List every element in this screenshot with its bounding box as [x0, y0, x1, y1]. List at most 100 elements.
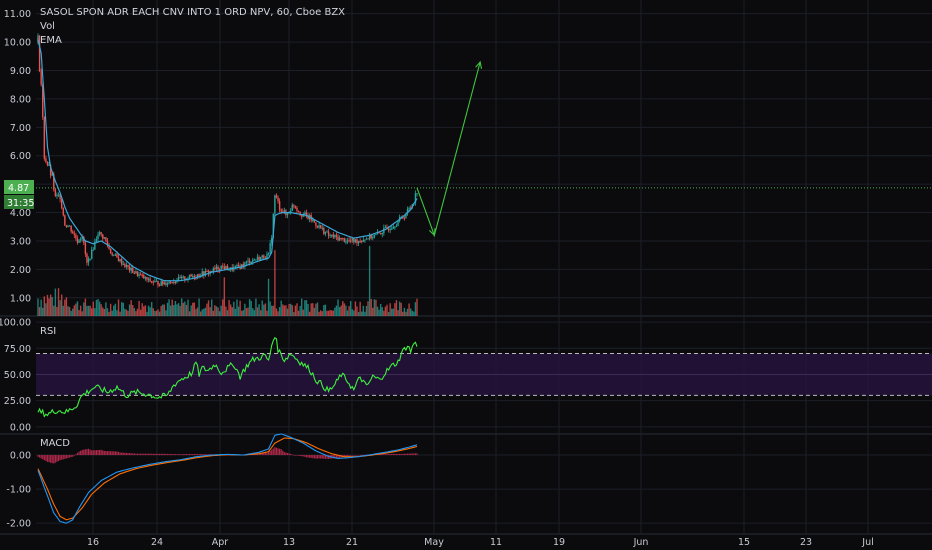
- candle-body: [132, 267, 134, 273]
- candle-body: [64, 215, 66, 226]
- volume-bar: [141, 303, 143, 316]
- candle-body: [62, 207, 64, 216]
- macd-histogram-bar: [144, 453, 146, 456]
- macd-histogram-bar: [351, 455, 353, 456]
- volume-bar: [236, 299, 238, 316]
- volume-bar: [408, 303, 410, 316]
- candle-body: [259, 257, 262, 261]
- projection-arrowhead: [428, 228, 436, 237]
- candle-body: [405, 213, 407, 219]
- price-y-tick-label: 2.00: [10, 265, 31, 276]
- volume-bar: [192, 302, 194, 316]
- rsi-y-tick-label: 100.00: [0, 318, 31, 329]
- macd-histogram-bar: [304, 455, 306, 457]
- rsi-panel[interactable]: [36, 336, 932, 418]
- candle-body: [277, 197, 279, 202]
- candle-body: [212, 268, 214, 272]
- macd-histogram-bar: [48, 455, 50, 463]
- volume-bar: [289, 303, 292, 316]
- volume-bar: [51, 297, 53, 316]
- macd-histogram-bar: [89, 449, 91, 456]
- volume-bar: [199, 311, 202, 316]
- rsi-y-tick-label: 75.00: [4, 344, 31, 355]
- macd-histogram-bar: [160, 453, 162, 456]
- volume-bar: [326, 310, 328, 316]
- macd-histogram-bar: [397, 454, 399, 456]
- axes: 16 24 Apr 13 21 May 11 19 Jun 15 23 Jul 11.00 10.00 9.…: [0, 9, 874, 548]
- candle-body: [65, 225, 68, 228]
- macd-histogram-bar: [272, 448, 274, 456]
- volume-bar: [166, 302, 169, 316]
- macd-histogram-bar: [184, 454, 186, 456]
- candle-body: [181, 277, 183, 279]
- macd-histogram-bar: [140, 453, 142, 456]
- macd-panel[interactable]: [37, 433, 418, 524]
- price-panel[interactable]: [36, 33, 932, 316]
- candle-body: [135, 271, 137, 274]
- macd-histogram-bar: [403, 453, 405, 456]
- candle-body: [416, 193, 418, 195]
- macd-histogram-bar: [269, 451, 271, 456]
- macd-histogram-bar: [181, 454, 183, 456]
- volume-bar: [38, 307, 41, 316]
- macd-histogram-bar: [321, 455, 323, 459]
- macd-histogram-bar: [151, 453, 153, 456]
- candle-body: [414, 193, 417, 204]
- candle-body: [387, 228, 390, 231]
- rsi-line: [37, 336, 418, 418]
- x-tick-label: 11: [490, 537, 502, 548]
- candle-body: [109, 248, 112, 254]
- macd-histogram-bar: [149, 453, 151, 456]
- macd-histogram-bar: [286, 452, 289, 456]
- macd-histogram-bar: [72, 455, 74, 457]
- macd-histogram-bar: [394, 453, 396, 456]
- macd-histogram-bar: [80, 450, 82, 456]
- candle-body: [384, 227, 387, 229]
- rsi-title[interactable]: RSI: [40, 326, 56, 337]
- macd-histogram-bar: [138, 453, 140, 456]
- volume-bar: [239, 300, 241, 316]
- candle-body: [332, 234, 335, 238]
- volume-bar: [297, 310, 300, 316]
- macd-histogram-bar: [56, 455, 58, 462]
- macd-histogram-bar: [61, 455, 63, 460]
- x-tick-label: May: [424, 537, 444, 548]
- candle-body: [400, 216, 402, 218]
- macd-histogram-bar: [353, 455, 355, 456]
- ema-legend[interactable]: EMA: [40, 35, 62, 46]
- volume-bar: [158, 311, 161, 316]
- candle-body: [392, 226, 395, 229]
- macd-histogram-bar: [76, 452, 79, 456]
- volume-bar: [54, 288, 57, 316]
- candle-body: [192, 276, 194, 278]
- candle-body: [207, 271, 210, 274]
- candle-body: [397, 221, 399, 226]
- volume-bar: [267, 278, 270, 316]
- volume-bar: [204, 307, 207, 316]
- candle-body: [237, 264, 240, 267]
- candle-body: [179, 277, 181, 279]
- volume-bar: [378, 309, 380, 316]
- price-y-tick-label: 7.00: [10, 123, 31, 134]
- candle-body: [261, 255, 263, 258]
- volume-bar: [65, 297, 68, 316]
- volume-bar: [62, 305, 64, 316]
- candle-body: [323, 227, 325, 234]
- vol-legend[interactable]: Vol: [40, 21, 55, 32]
- volume-bar: [280, 300, 282, 316]
- macd-title[interactable]: MACD: [40, 438, 70, 449]
- candle-body: [342, 237, 344, 239]
- macd-histogram-bar: [274, 447, 276, 456]
- candle-body: [278, 201, 281, 210]
- candle-body: [42, 84, 44, 117]
- candle-body: [394, 226, 396, 228]
- candle-body: [90, 249, 93, 259]
- macd-histogram-bar: [408, 453, 410, 456]
- volume-bar: [138, 300, 140, 316]
- volume-bar: [120, 302, 123, 316]
- volume-bar: [409, 308, 412, 316]
- volume-bar: [154, 310, 156, 316]
- volume-bar: [49, 294, 52, 316]
- macd-histogram-bar: [414, 453, 417, 456]
